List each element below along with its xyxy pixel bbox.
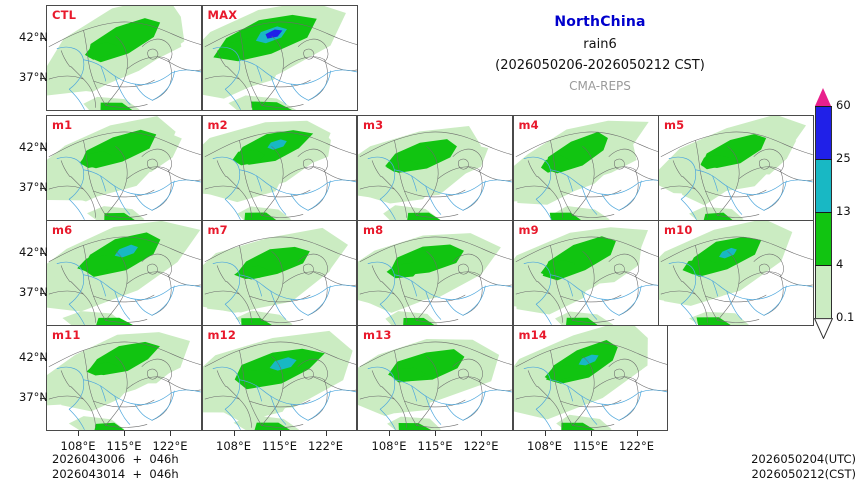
lon-tick-mark: [590, 430, 592, 436]
lon-tick-label: 122°E: [463, 438, 499, 453]
panel-label-m13: m13: [363, 328, 392, 342]
lon-tick-mark: [636, 430, 638, 436]
panel-label-m11: m11: [52, 328, 81, 342]
map-panel-m10: m10: [658, 220, 814, 326]
lon-tick-label: 108°E: [60, 438, 96, 453]
map-panel-m12: m12: [201, 325, 357, 431]
lon-tick-mark: [279, 430, 281, 436]
lon-tick-mark: [325, 430, 327, 436]
footer-right: 2026050204(UTC) 2026050212(CST): [630, 452, 856, 481]
colorbar-label-4: 4: [836, 257, 844, 271]
panel-label-max: MAX: [207, 8, 238, 22]
panel-label-m12: m12: [207, 328, 237, 342]
panel-label-m4: m4: [518, 118, 539, 132]
map-panel-max: MAX: [201, 5, 358, 111]
map-panel-m4: m4: [512, 115, 668, 221]
colorbar-label-25: 25: [836, 151, 851, 165]
colorbar-separator: [815, 159, 832, 161]
lon-tick-label: 115°E: [573, 438, 608, 453]
lon-tick-mark: [124, 430, 126, 436]
lon-tick-mark: [389, 430, 391, 436]
map-panel-m14: m14: [512, 325, 668, 431]
map-panel-m3: m3: [357, 115, 513, 221]
lon-tick-label: 108°E: [527, 438, 562, 453]
panel-label-m5: m5: [664, 118, 685, 132]
lat-tick-mark: [40, 148, 47, 150]
footer-left: 2026043006 + 046h 2026043014 + 046h: [52, 452, 179, 481]
colorbar-separator: [815, 106, 832, 108]
variable-title: rain6: [583, 37, 617, 52]
lat-tick-mark: [40, 358, 47, 360]
colorbar-under-arrow-outline: [814, 318, 833, 339]
lon-tick-mark: [78, 430, 80, 436]
lat-tick-mark: [40, 253, 47, 255]
model-title: CMA-REPS: [569, 79, 631, 93]
lat-tick-label: 37°N: [19, 180, 48, 194]
lat-tick-mark: [40, 188, 47, 190]
map-panel-m11: m11: [46, 325, 202, 431]
lat-tick-label: 37°N: [19, 390, 48, 404]
lat-tick-mark: [40, 293, 47, 295]
period-title: (2026050206-2026050212 CST): [495, 58, 705, 73]
panel-label-ctl: CTL: [52, 8, 77, 22]
panel-label-m7: m7: [207, 223, 228, 237]
map-panel-m1: m1: [46, 115, 202, 221]
map-panel-m8: m8: [357, 220, 513, 326]
lon-tick-label: 108°E: [216, 438, 251, 453]
panel-label-m2: m2: [207, 118, 228, 132]
lat-tick-label: 42°N: [19, 350, 48, 364]
lon-tick-label: 122°E: [619, 438, 654, 453]
colorbar-separator: [815, 265, 832, 267]
panel-label-m9: m9: [518, 223, 539, 237]
lat-tick-mark: [40, 38, 47, 40]
footer-right-line1: 2026050204(UTC): [751, 452, 856, 466]
colorbar: 60 25 13 4 0.1: [806, 88, 860, 353]
panel-label-m3: m3: [363, 118, 384, 132]
lon-tick-label: 115°E: [262, 438, 297, 453]
lon-tick-mark: [435, 430, 437, 436]
panel-label-m14: m14: [518, 328, 548, 342]
lon-tick-mark: [170, 430, 172, 436]
lon-tick-label: 108°E: [371, 438, 407, 453]
panel-label-m10: m10: [664, 223, 693, 237]
panel-label-m6: m6: [52, 223, 73, 237]
map-panel-m2: m2: [201, 115, 357, 221]
lon-tick-mark: [481, 430, 483, 436]
lat-tick-label: 42°N: [19, 30, 48, 44]
colorbar-segment-4: [815, 265, 832, 318]
map-panel-m9: m9: [512, 220, 668, 326]
lon-tick-label: 122°E: [308, 438, 343, 453]
lon-tick-mark: [544, 430, 546, 436]
panel-label-m8: m8: [363, 223, 384, 237]
lon-tick-label: 122°E: [152, 438, 188, 453]
footer-right-line2: 2026050212(CST): [751, 466, 857, 481]
map-panel-m13: m13: [357, 325, 513, 431]
panel-label-m1: m1: [52, 118, 73, 132]
colorbar-label-60: 60: [836, 98, 851, 112]
colorbar-label-0.1: 0.1: [836, 310, 855, 324]
title-block: NorthChina rain6 (2026050206-2026050212 …: [430, 14, 770, 93]
lat-tick-mark: [40, 78, 47, 80]
colorbar-separator: [815, 212, 832, 214]
colorbar-over-arrow: [815, 88, 831, 106]
colorbar-segment-25: [815, 159, 832, 212]
map-panel-m6: m6: [46, 220, 202, 326]
lat-tick-label: 37°N: [19, 70, 48, 84]
page-title: NorthChina: [554, 14, 646, 30]
lat-tick-label: 42°N: [19, 140, 48, 154]
map-panel-m5: m5: [658, 115, 814, 221]
lat-tick-mark: [40, 398, 47, 400]
footer-left-line2: 2026043014 + 046h: [52, 466, 179, 481]
map-panel-m7: m7: [201, 220, 357, 326]
lat-tick-label: 42°N: [19, 245, 48, 259]
lon-tick-label: 115°E: [417, 438, 453, 453]
lon-tick-mark: [233, 430, 235, 436]
colorbar-label-13: 13: [836, 204, 851, 218]
colorbar-segment-13: [815, 212, 832, 265]
colorbar-segment-60: [815, 106, 832, 159]
lon-tick-label: 115°E: [106, 438, 142, 453]
footer-left-line1: 2026043006 + 046h: [52, 452, 179, 466]
lat-tick-label: 37°N: [19, 285, 48, 299]
map-panel-ctl: CTL: [46, 5, 202, 111]
